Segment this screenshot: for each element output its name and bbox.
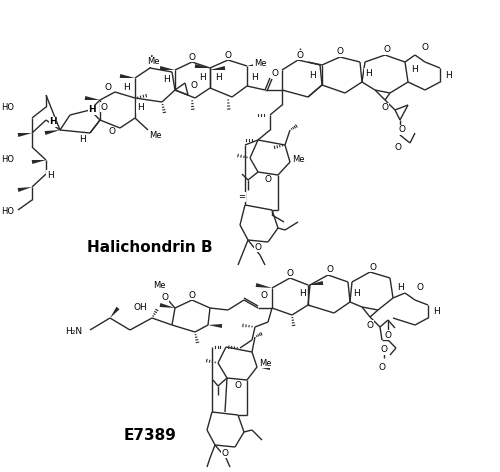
- Text: O: O: [162, 294, 168, 303]
- Text: H: H: [396, 284, 404, 293]
- Text: H: H: [200, 74, 206, 83]
- Text: H: H: [164, 76, 170, 84]
- Text: O: O: [382, 103, 388, 112]
- Text: H₂N: H₂N: [65, 328, 82, 337]
- Text: H: H: [250, 74, 258, 83]
- Text: O: O: [286, 269, 294, 278]
- Polygon shape: [208, 324, 222, 328]
- Polygon shape: [194, 64, 210, 68]
- Text: O: O: [398, 126, 406, 135]
- Text: H: H: [214, 74, 222, 83]
- Polygon shape: [256, 283, 272, 288]
- Text: O: O: [378, 363, 386, 372]
- Text: Me: Me: [149, 130, 161, 140]
- Text: H: H: [124, 84, 130, 93]
- Polygon shape: [110, 307, 120, 318]
- Text: O: O: [416, 283, 424, 292]
- Text: O: O: [370, 262, 376, 271]
- Polygon shape: [120, 74, 135, 78]
- Text: H: H: [412, 66, 418, 75]
- Text: O: O: [190, 82, 198, 91]
- Text: O: O: [108, 127, 116, 136]
- Text: =: =: [238, 193, 246, 202]
- Text: Halichondrin B: Halichondrin B: [87, 241, 213, 255]
- Text: O: O: [384, 45, 390, 54]
- Polygon shape: [160, 66, 175, 70]
- Polygon shape: [308, 281, 324, 285]
- Text: O: O: [326, 265, 334, 275]
- Text: O: O: [234, 381, 242, 390]
- Text: O: O: [254, 243, 262, 252]
- Text: O: O: [260, 290, 268, 300]
- Polygon shape: [32, 160, 46, 164]
- Text: H: H: [298, 288, 306, 297]
- Text: HO: HO: [1, 155, 14, 165]
- Polygon shape: [247, 62, 262, 66]
- Text: O: O: [296, 51, 304, 59]
- Text: Me: Me: [153, 281, 165, 290]
- Text: OH: OH: [134, 303, 148, 312]
- Text: O: O: [104, 83, 112, 92]
- Text: O: O: [380, 346, 388, 354]
- Text: Me: Me: [147, 58, 159, 67]
- Polygon shape: [18, 133, 32, 137]
- Text: H: H: [78, 135, 86, 144]
- Text: Me: Me: [254, 59, 266, 67]
- Text: O: O: [394, 143, 402, 152]
- Text: O: O: [224, 51, 232, 59]
- Text: O: O: [188, 290, 196, 300]
- Text: H: H: [310, 70, 316, 79]
- Text: H: H: [352, 288, 360, 297]
- Polygon shape: [84, 96, 100, 100]
- Text: HO: HO: [1, 208, 14, 217]
- Text: H: H: [49, 118, 57, 126]
- Polygon shape: [18, 187, 32, 192]
- Text: Me: Me: [259, 359, 271, 368]
- Text: H: H: [136, 103, 143, 112]
- Polygon shape: [290, 161, 305, 165]
- Text: O: O: [366, 320, 374, 329]
- Polygon shape: [44, 130, 60, 135]
- Text: O: O: [264, 176, 272, 185]
- Text: O: O: [422, 43, 428, 52]
- Text: H: H: [432, 307, 440, 317]
- Text: H: H: [46, 170, 54, 179]
- Text: H: H: [446, 70, 452, 79]
- Text: E7389: E7389: [124, 428, 176, 443]
- Text: H: H: [364, 68, 372, 77]
- Text: O: O: [100, 102, 107, 111]
- Polygon shape: [257, 366, 270, 370]
- Text: O: O: [188, 52, 196, 61]
- Text: O: O: [384, 330, 392, 339]
- Text: HO: HO: [1, 102, 14, 111]
- Text: O: O: [222, 448, 228, 457]
- Text: O: O: [336, 48, 344, 57]
- Text: Me: Me: [292, 155, 304, 165]
- Text: O: O: [272, 68, 278, 77]
- Text: H: H: [88, 106, 96, 115]
- Polygon shape: [160, 303, 175, 308]
- Polygon shape: [210, 66, 226, 70]
